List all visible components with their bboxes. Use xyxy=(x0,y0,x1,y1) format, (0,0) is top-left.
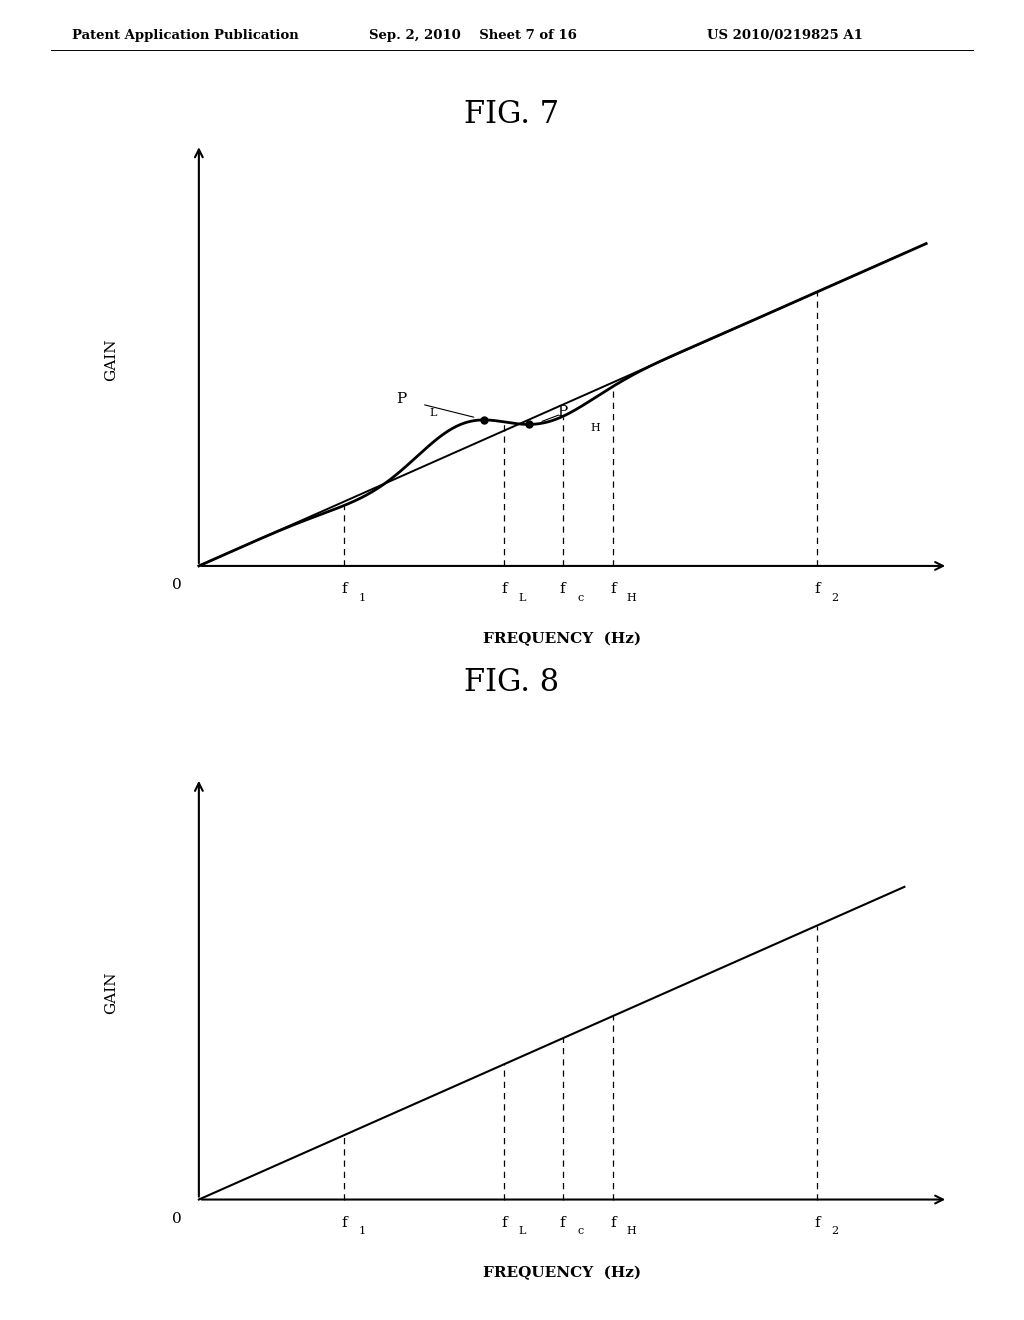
Text: 1: 1 xyxy=(359,593,366,603)
Text: Patent Application Publication: Patent Application Publication xyxy=(72,29,298,42)
Text: GAIN: GAIN xyxy=(104,972,119,1014)
Text: f: f xyxy=(342,1216,347,1230)
Text: Sep. 2, 2010    Sheet 7 of 16: Sep. 2, 2010 Sheet 7 of 16 xyxy=(369,29,577,42)
Text: f: f xyxy=(560,582,565,597)
Text: 0: 0 xyxy=(172,578,182,593)
Text: c: c xyxy=(578,1226,584,1237)
Text: L: L xyxy=(429,408,436,418)
Text: H: H xyxy=(627,593,637,603)
Text: FREQUENCY  (Hz): FREQUENCY (Hz) xyxy=(483,632,642,647)
Text: f: f xyxy=(342,582,347,597)
Text: 2: 2 xyxy=(831,1226,839,1237)
Text: f: f xyxy=(814,1216,820,1230)
Text: 0: 0 xyxy=(172,1212,182,1226)
Text: US 2010/0219825 A1: US 2010/0219825 A1 xyxy=(707,29,862,42)
Text: FIG. 7: FIG. 7 xyxy=(465,99,559,129)
Text: P: P xyxy=(558,405,568,420)
Text: f: f xyxy=(610,1216,616,1230)
Text: FIG. 8: FIG. 8 xyxy=(465,667,559,697)
Text: f: f xyxy=(610,582,616,597)
Text: H: H xyxy=(590,422,600,433)
Text: L: L xyxy=(519,593,526,603)
Text: FREQUENCY  (Hz): FREQUENCY (Hz) xyxy=(483,1266,642,1280)
Text: 1: 1 xyxy=(359,1226,366,1237)
Text: GAIN: GAIN xyxy=(104,338,119,380)
Text: L: L xyxy=(519,1226,526,1237)
Text: f: f xyxy=(814,582,820,597)
Text: f: f xyxy=(560,1216,565,1230)
Text: 2: 2 xyxy=(831,593,839,603)
Text: H: H xyxy=(627,1226,637,1237)
Text: P: P xyxy=(396,392,407,407)
Text: f: f xyxy=(502,582,507,597)
Text: f: f xyxy=(502,1216,507,1230)
Text: c: c xyxy=(578,593,584,603)
